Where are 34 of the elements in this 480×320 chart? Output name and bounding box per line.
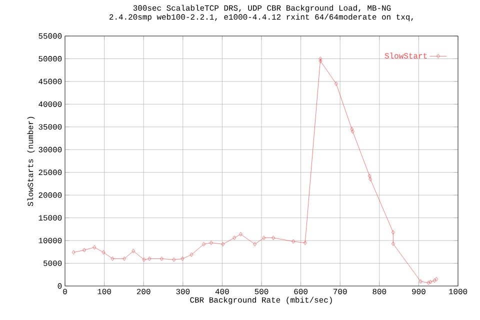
point — [350, 126, 354, 132]
point — [303, 240, 307, 246]
point — [102, 250, 106, 255]
point — [418, 279, 422, 284]
point — [292, 239, 296, 244]
point — [92, 245, 96, 250]
point — [202, 242, 206, 246]
point — [210, 240, 213, 246]
point — [238, 232, 242, 236]
point — [172, 257, 176, 262]
point — [391, 242, 395, 246]
point — [334, 82, 338, 86]
point — [272, 236, 275, 240]
point — [391, 230, 395, 235]
point — [262, 236, 266, 240]
point — [148, 256, 152, 261]
point — [180, 256, 184, 261]
point — [142, 257, 146, 262]
point — [82, 248, 86, 252]
point — [368, 174, 372, 178]
point — [426, 280, 430, 286]
point — [368, 176, 372, 182]
point — [318, 56, 322, 61]
point — [232, 236, 236, 240]
point — [318, 58, 322, 64]
point — [428, 280, 432, 284]
point — [253, 242, 257, 246]
point — [221, 242, 225, 246]
point — [160, 256, 164, 261]
point — [110, 256, 114, 261]
point — [122, 256, 126, 261]
point — [190, 252, 194, 257]
point — [350, 129, 354, 134]
point — [132, 248, 136, 254]
